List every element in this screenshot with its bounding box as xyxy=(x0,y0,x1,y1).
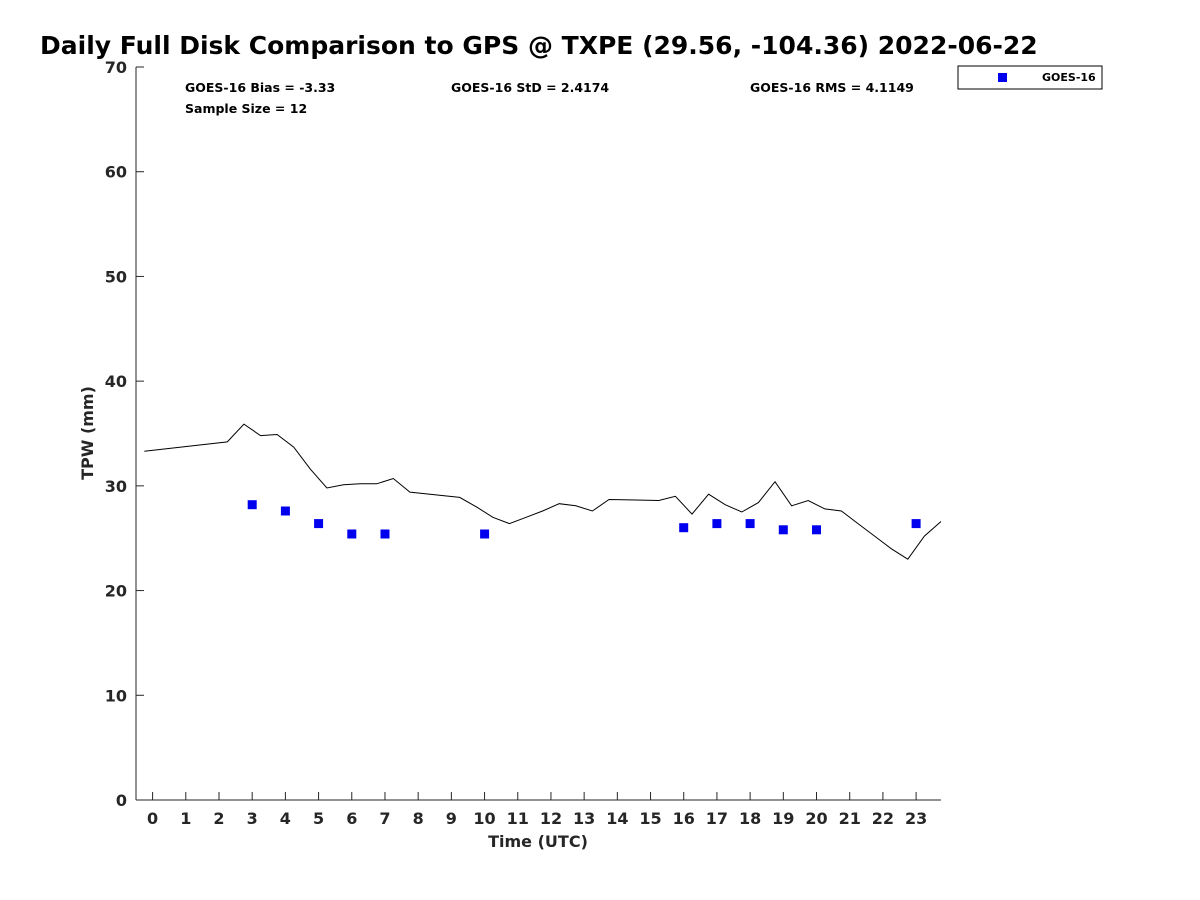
x-tick-label: 12 xyxy=(540,809,562,828)
goes16-point xyxy=(380,529,390,539)
x-tick-label: 13 xyxy=(573,809,595,828)
goes16-point xyxy=(812,525,821,535)
x-tick-label: 11 xyxy=(507,809,529,828)
stat-rms: GOES-16 RMS = 4.1149 xyxy=(750,80,914,95)
y-tick-label: 70 xyxy=(105,58,127,77)
legend-label-goes16: GOES-16 xyxy=(1042,71,1096,84)
stat-std: GOES-16 StD = 2.4174 xyxy=(451,80,609,95)
y-tick-label: 30 xyxy=(105,477,127,496)
y-tick-label: 50 xyxy=(105,267,127,286)
goes16-point xyxy=(280,506,290,516)
y-axis-label: TPW (mm) xyxy=(78,386,97,480)
goes16-point xyxy=(679,523,689,533)
x-tick-label: 20 xyxy=(805,809,827,828)
x-tick-label: 18 xyxy=(739,809,761,828)
legend: GOES-16 xyxy=(957,65,1103,90)
y-axis-ticks: 0 10 20 30 40 50 60 70 xyxy=(105,58,144,810)
chart-title: Daily Full Disk Comparison to GPS @ TXPE… xyxy=(40,31,1038,60)
x-tick-label: 5 xyxy=(313,809,324,828)
stat-sample-size: Sample Size = 12 xyxy=(185,101,307,116)
x-tick-label: 2 xyxy=(213,809,224,828)
y-tick-label: 20 xyxy=(105,582,127,601)
x-axis-label: Time (UTC) xyxy=(488,832,588,851)
x-tick-label: 19 xyxy=(772,809,794,828)
x-tick-label: 0 xyxy=(147,809,158,828)
plot-area xyxy=(135,67,941,801)
x-tick-label: 16 xyxy=(673,809,695,828)
x-tick-label: 1 xyxy=(180,809,191,828)
x-tick-label: 15 xyxy=(639,809,661,828)
x-tick-label: 14 xyxy=(606,809,628,828)
goes16-point xyxy=(347,529,357,539)
x-tick-label: 3 xyxy=(247,809,258,828)
goes16-point xyxy=(314,519,324,529)
y-tick-label: 10 xyxy=(105,686,127,705)
stat-bias: GOES-16 Bias = -3.33 xyxy=(185,80,335,95)
x-tick-label: 17 xyxy=(706,809,728,828)
x-tick-label: 7 xyxy=(379,809,390,828)
x-tick-label: 23 xyxy=(905,809,927,828)
series-layer xyxy=(144,423,942,560)
legend-marker-goes16 xyxy=(998,73,1007,82)
x-tick-label: 8 xyxy=(413,809,424,828)
goes16-point xyxy=(480,529,490,539)
legend-box xyxy=(957,65,1103,90)
y-tick-label: 40 xyxy=(105,372,127,391)
x-tick-label: 10 xyxy=(473,809,495,828)
y-tick-label: 0 xyxy=(116,791,127,810)
series-line-gps xyxy=(144,423,942,560)
goes16-point xyxy=(911,519,921,529)
x-tick-label: 22 xyxy=(872,809,894,828)
y-tick-label: 60 xyxy=(105,163,127,182)
goes16-point xyxy=(745,519,755,529)
x-tick-label: 4 xyxy=(280,809,291,828)
x-tick-label: 6 xyxy=(346,809,357,828)
x-axis-ticks: 0 1 2 3 4 5 6 7 8 9 10 11 12 13 14 15 16 17 18 19 20 21 22 23 xyxy=(147,792,927,828)
goes16-point xyxy=(247,500,257,510)
goes16-point xyxy=(778,525,788,535)
x-tick-label: 21 xyxy=(839,809,861,828)
x-tick-label: 9 xyxy=(446,809,457,828)
goes16-point xyxy=(712,519,722,529)
